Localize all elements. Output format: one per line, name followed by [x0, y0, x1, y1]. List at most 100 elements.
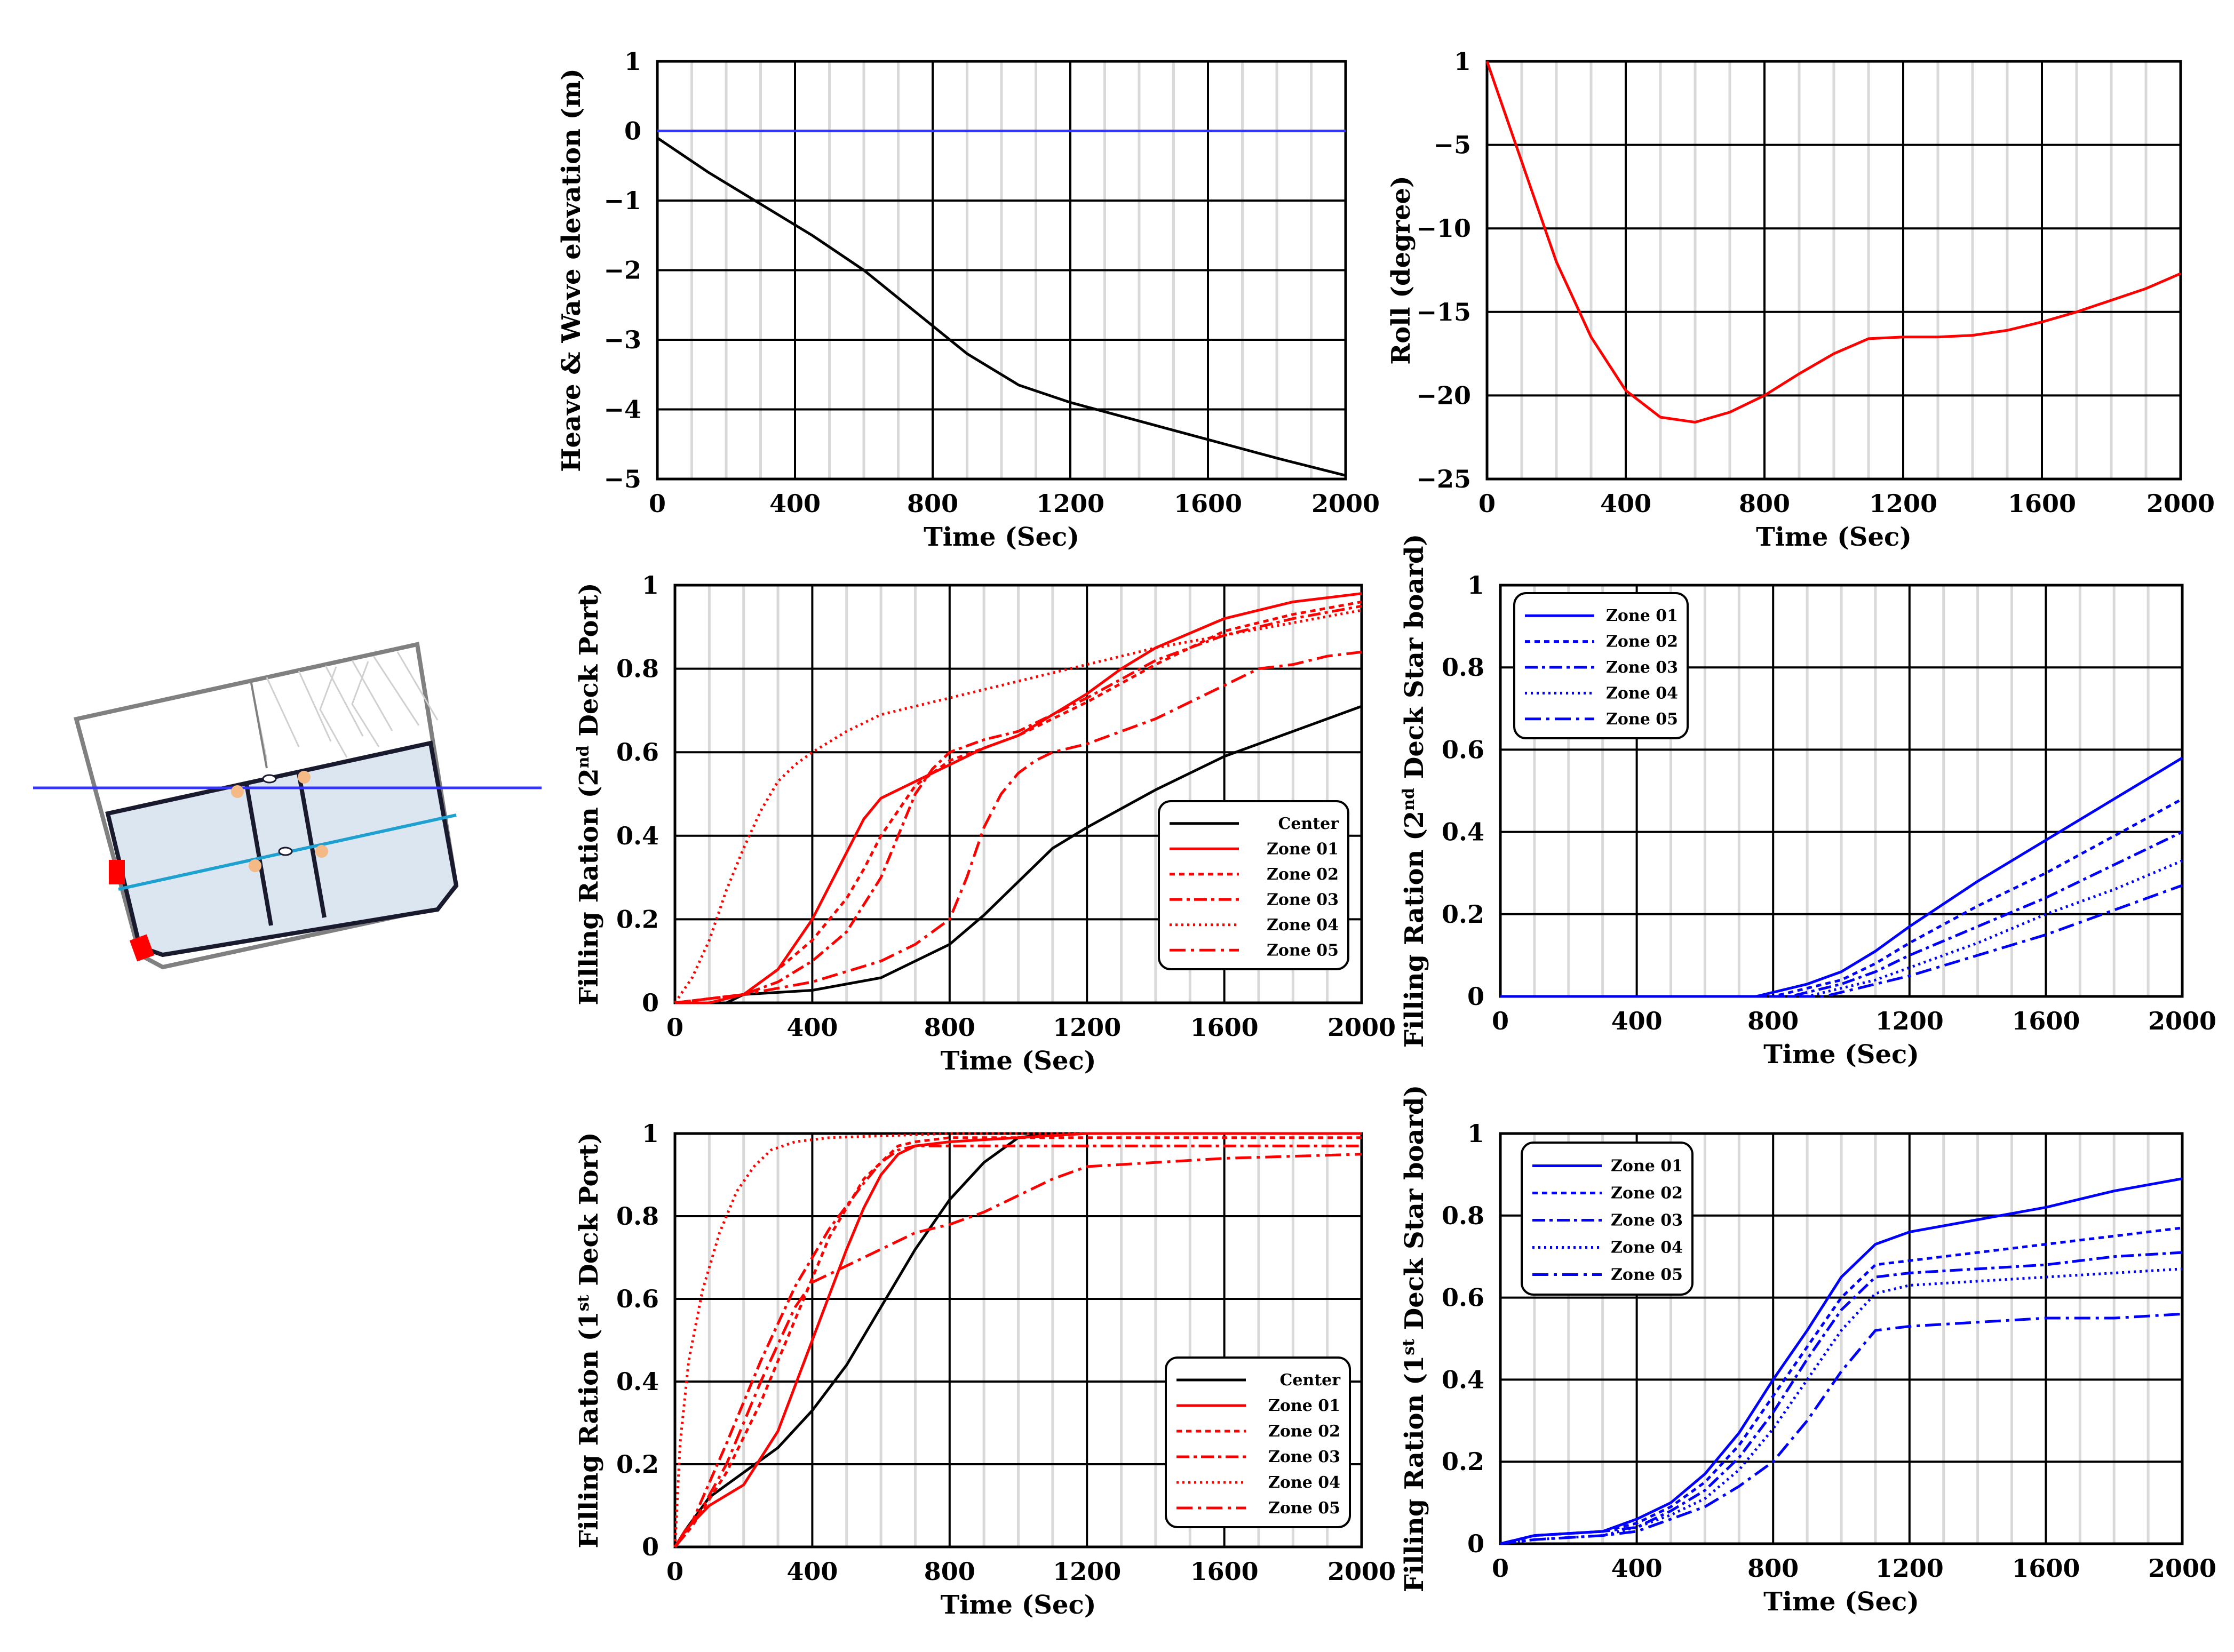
y-tick-label: −1	[603, 186, 641, 215]
x-tick-label: 0	[1492, 1554, 1509, 1583]
vent-marker	[278, 847, 293, 856]
sensor-point	[315, 845, 328, 858]
x-axis-label: Time (Sec)	[1763, 1587, 1919, 1617]
chart-deck2-port: 0 400 800 1200 1600 2000 0 0.2 0.4 0.6 0.8 1 Time (S…	[574, 571, 1396, 1076]
series-line-zone-01	[1500, 756, 2183, 998]
x-tick-label: 0	[1492, 1007, 1509, 1035]
x-tick-label: 0	[1478, 489, 1496, 518]
x-tick-label: 400	[786, 1557, 838, 1586]
x-tick-label: 1200	[1053, 1013, 1121, 1042]
x-tick-label: 2000	[1311, 489, 1380, 518]
x-tick-label: 800	[907, 489, 958, 518]
chart-heave: 0 400 800 1200 1600 2000 1 0 −1 −2 −3 −4 −5 Time (Sec…	[556, 47, 1380, 552]
y-tick-label: 0	[1467, 1529, 1484, 1558]
x-tick-label: 400	[1611, 1007, 1663, 1035]
y-tick-label: −3	[603, 325, 641, 354]
x-tick-label: 800	[1747, 1007, 1799, 1035]
x-tick-label: 1600	[1174, 489, 1242, 518]
legend-label: Zone 03	[1268, 1448, 1340, 1466]
x-tick-label: 0	[649, 489, 666, 518]
y-tick-label: 0.4	[1442, 1365, 1484, 1394]
x-axis-label: Time (Sec)	[1756, 522, 1912, 552]
y-tick-label: 0	[624, 117, 641, 146]
ship-section-diagram	[33, 642, 542, 970]
x-tick-label: 0	[666, 1557, 683, 1586]
y-axis-label: Filling Ration (2nd Deck Port)	[574, 582, 605, 1005]
series-line-zone-01	[1500, 1177, 2183, 1545]
plot-frame	[673, 1132, 1363, 1549]
x-tick-label: 1200	[1053, 1557, 1121, 1586]
plot-frame	[1485, 60, 2182, 481]
series-line-zone-05	[1500, 884, 2183, 998]
y-tick-label: −20	[1416, 381, 1471, 410]
y-tick-label: 0.4	[1442, 818, 1484, 847]
legend-box	[1165, 1356, 1351, 1528]
y-tick-label: 0	[642, 1533, 659, 1561]
y-tick-label: −5	[1433, 131, 1471, 159]
y-tick-label: 0.8	[616, 655, 659, 683]
series-line-zone-05	[674, 1153, 1362, 1548]
x-tick-label: 1200	[1869, 489, 1937, 518]
legend: Center Zone 01 Zone 02 Zone 03 Zone 04 Zone 0…	[1158, 800, 1349, 970]
legend: Center Zone 01 Zone 02 Zone 03 Zone 04 Zone 0…	[1165, 1356, 1351, 1528]
x-tick-label: 1600	[2008, 489, 2076, 518]
y-tick-label: 0	[642, 988, 659, 1017]
legend-label: Zone 01	[1268, 1396, 1340, 1415]
damage-opening-upper	[109, 860, 125, 884]
damage-opening-lower	[129, 934, 155, 962]
series-line-zone-04	[1500, 1267, 2183, 1545]
series-line-zone-04	[673, 609, 1362, 1004]
plot-frame	[1499, 1132, 2184, 1545]
series-line-zone-03	[1500, 831, 2183, 998]
y-tick-label: 1	[642, 571, 659, 600]
y-tick-label: −2	[603, 256, 641, 285]
x-tick-label: 2000	[1327, 1013, 1396, 1042]
legend-label: Zone 04	[1606, 684, 1678, 703]
sensor-point	[231, 785, 244, 798]
series-line-zone-02	[1500, 1226, 2183, 1545]
series-line-zone-03	[673, 1144, 1362, 1548]
y-tick-label: 0.2	[616, 905, 659, 933]
legend-label: Zone 02	[1611, 1184, 1683, 1203]
y-axis-label: Roll (degree)	[1386, 175, 1416, 365]
vent-marker	[262, 774, 277, 784]
bulkhead-left	[244, 784, 273, 926]
series-line-zone-04	[1500, 859, 2183, 998]
y-tick-label: 1	[1454, 47, 1471, 76]
legend-label: Zone 03	[1611, 1211, 1683, 1230]
y-tick-label: 0.6	[616, 1284, 659, 1313]
legend-label: Center	[1279, 1371, 1341, 1390]
grid	[1486, 60, 2182, 480]
legend-label: Zone 03	[1606, 658, 1678, 677]
x-tick-label: 1600	[2012, 1007, 2080, 1035]
series-line-zone-05	[1500, 1312, 2183, 1545]
legend-box	[1513, 592, 1689, 739]
sensor-point	[249, 859, 261, 872]
ship-centerline-bulkhead	[250, 680, 268, 769]
x-tick-label: 800	[1747, 1554, 1799, 1583]
x-tick-label: 0	[666, 1013, 683, 1042]
legend-label: Zone 02	[1267, 865, 1339, 884]
legend-label: Zone 05	[1267, 941, 1339, 960]
legend-label: Zone 05	[1268, 1499, 1340, 1518]
y-tick-label: −10	[1416, 214, 1471, 243]
legend-label: Zone 01	[1611, 1157, 1683, 1176]
x-tick-label: 1600	[1190, 1013, 1259, 1042]
x-tick-label: 1200	[1875, 1007, 1944, 1035]
legend-label: Zone 03	[1267, 890, 1339, 909]
y-tick-label: 0	[1467, 982, 1484, 1011]
series-line-zone-01	[675, 592, 1362, 1004]
y-tick-label: −15	[1416, 298, 1471, 326]
legend-box	[1158, 800, 1349, 970]
y-tick-label: −4	[603, 395, 641, 424]
y-tick-label: 1	[642, 1119, 659, 1148]
series-line-zone-03	[674, 604, 1362, 1004]
x-axis-label: Time (Sec)	[941, 1590, 1096, 1620]
y-tick-label: 0.2	[1442, 1447, 1484, 1476]
legend-label: Zone 01	[1267, 840, 1339, 858]
y-axis-label: Heave & Wave elevation (m)	[556, 68, 586, 472]
grid	[656, 60, 1347, 480]
chart-deck1-star: 0 400 800 1200 1600 2000 0 0.2 0.4 0.6 0.8 1 Time (S…	[1400, 1085, 2217, 1617]
y-tick-label: 0.4	[616, 1367, 659, 1396]
